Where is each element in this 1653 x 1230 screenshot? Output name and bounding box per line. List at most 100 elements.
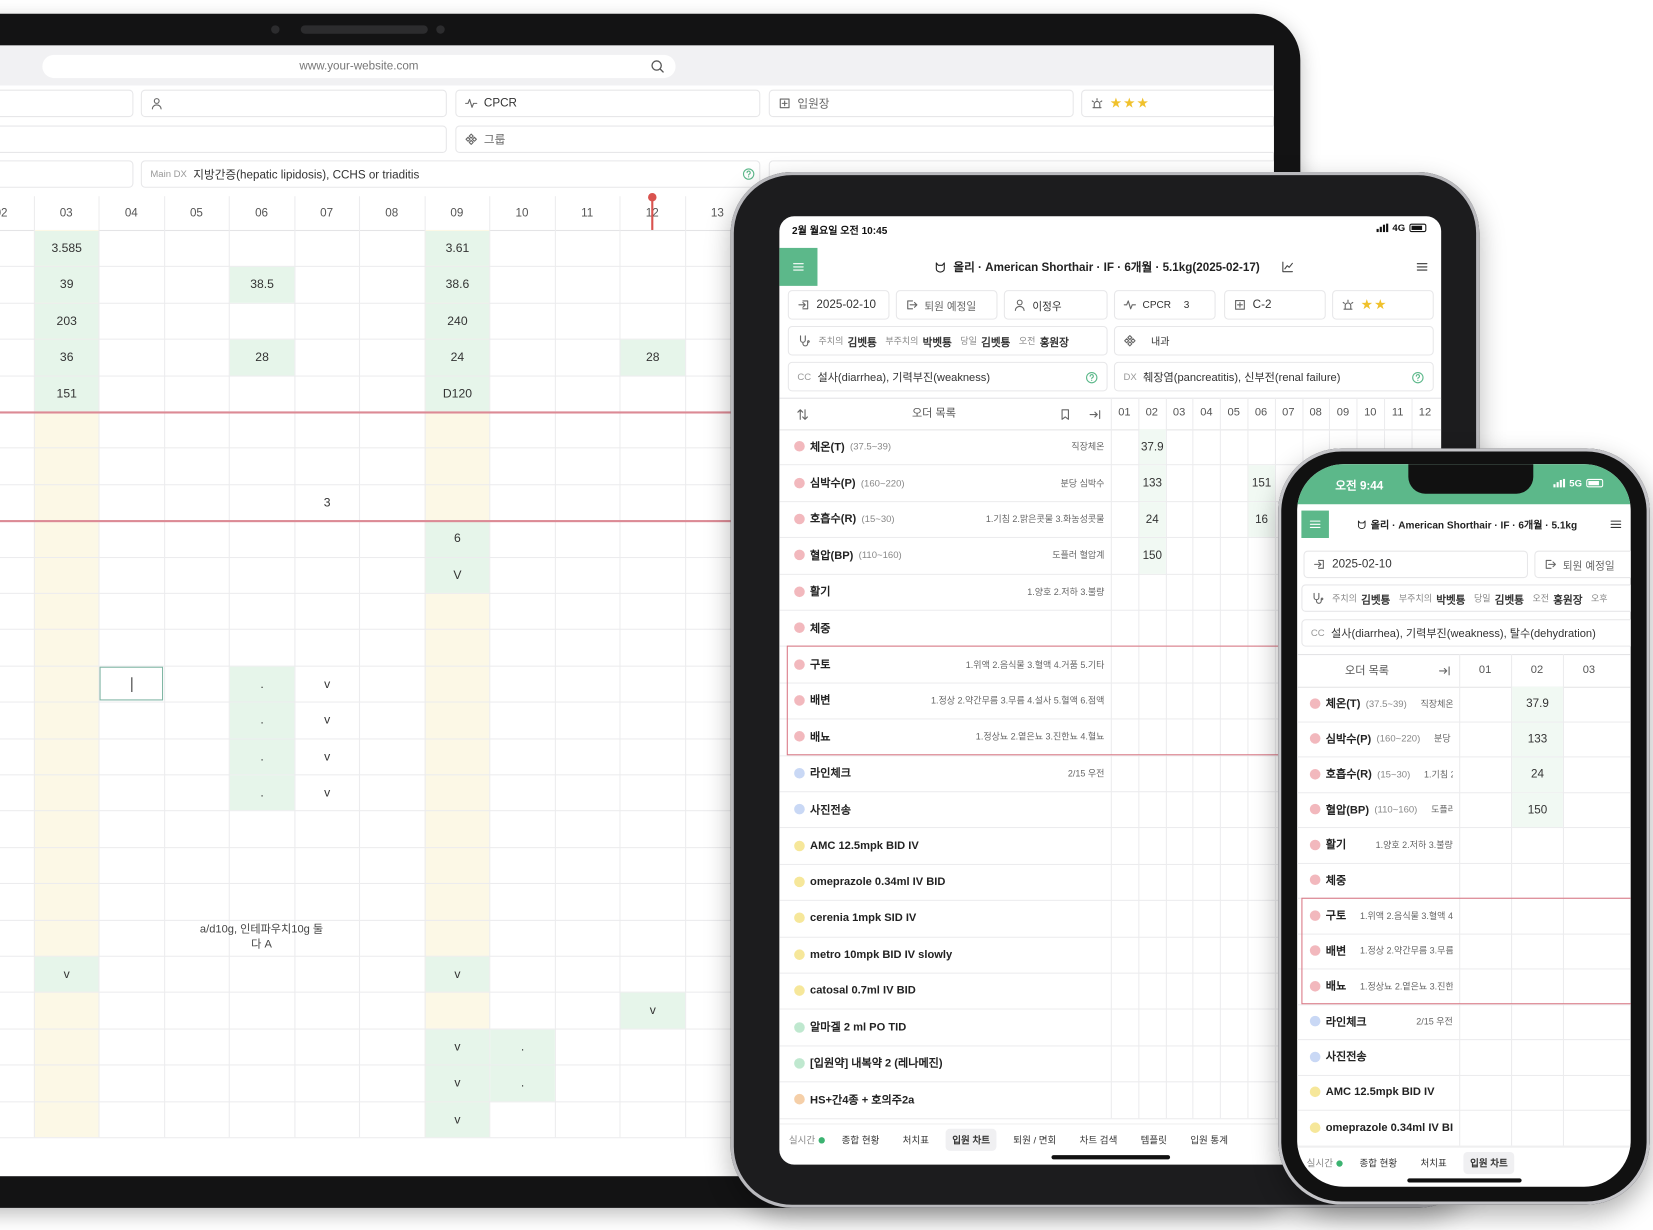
order-range: (15~30) [1377, 768, 1411, 780]
order-name: 호흡수(R) [810, 513, 857, 526]
cell: 24 [425, 339, 490, 376]
field-text: 퇴원 예정일 [1562, 560, 1615, 573]
nav-item[interactable]: 입원 통계 [1190, 1135, 1228, 1146]
row-line [0, 992, 1274, 994]
column-label: 03 [59, 206, 73, 220]
order-header: 오더 목록 [1297, 654, 1631, 688]
order-row: 심박수(P) (160~220) 분당 심박수 [779, 465, 1104, 501]
network: 4G [1392, 222, 1406, 234]
column-label: 13 [710, 206, 724, 220]
cell: v [324, 750, 331, 764]
signal-bar [1386, 223, 1389, 233]
cell: 24 [1139, 501, 1166, 538]
staff-name: 김벳툥 [1494, 594, 1524, 607]
icon-toend [1089, 409, 1101, 419]
signal-bar [1559, 479, 1562, 488]
field: 이정우 [1003, 290, 1108, 320]
field: 퇴원 예정일 [1534, 550, 1631, 579]
order-name: AMC 12.5mpk BID IV [1325, 1085, 1435, 1099]
menu-button[interactable] [1301, 510, 1329, 538]
grid-line [619, 196, 621, 1138]
field: CPCR [455, 89, 761, 118]
battery-level [1588, 481, 1599, 486]
field-text: Main DX [150, 168, 187, 180]
cell: 38.6 [425, 267, 490, 303]
icon-path [797, 408, 808, 420]
cell: 3 [323, 496, 331, 510]
row-line [0, 1064, 1274, 1066]
column-label: 08 [385, 206, 399, 220]
staff-name: 김벳툥 [847, 337, 877, 349]
order-row: 혈압(BP) (110~160) 도플러 혈압계 [1297, 792, 1453, 827]
order-name: 체온(T) [1325, 697, 1361, 711]
laptop-camera-bar [300, 25, 428, 34]
order-note: 1.정상뇨 2.옅은뇨 3.진한뇨 4.혈뇨 [1359, 980, 1453, 992]
time-marker [651, 196, 653, 230]
signal-bar [1553, 484, 1556, 488]
order-dot [794, 477, 805, 488]
column-label: 11 [581, 206, 594, 220]
icon-pulse [1123, 300, 1136, 310]
order-row: cerenia 1mpk SID IV [779, 900, 1104, 936]
order-row: 혈압(BP) (110~160) 도플러 혈압계 [779, 537, 1104, 573]
nav-item[interactable]: 템플릿 [1140, 1135, 1167, 1146]
cell: v [324, 786, 331, 800]
order-note: 직장체온 [1071, 441, 1105, 452]
order-name: 구토 [810, 658, 831, 671]
order-row: 라인체크 2/15 우전 [1297, 1004, 1453, 1039]
field-text: 2025-02-10 [816, 298, 877, 312]
column-label: 10 [515, 206, 529, 220]
order-dot [1309, 733, 1321, 744]
order-row: 호흡수(R) (15~30) 1.기침 2.맑은콧물 3.화농성콧물 [779, 501, 1104, 537]
nav-item[interactable]: 종합 현황 [841, 1135, 880, 1146]
staff-role: 오전 [1532, 592, 1550, 604]
nav-item[interactable]: 입원 차트 [1463, 1151, 1515, 1175]
patient-info: 올리 · American Shorthair · IF · 6개월 · 5.1… [1370, 520, 1578, 532]
nav-item[interactable]: 처치표 [1420, 1158, 1447, 1169]
row-line [0, 1100, 1274, 1102]
field: DX 췌장염(pancreatitis), 신부전(renal failure) [1113, 361, 1434, 392]
row-line [779, 791, 1442, 793]
grid-line [33, 196, 35, 1138]
order-dot [794, 912, 805, 924]
row-line [0, 338, 1274, 340]
row-line [779, 500, 1442, 502]
order-note: 도플러 혈압계 [1431, 804, 1453, 815]
nav-item[interactable]: 입원 차트 [945, 1128, 997, 1151]
row-line [0, 302, 1274, 304]
order-dot [794, 1021, 805, 1033]
cell: 37.9 [1139, 429, 1166, 465]
order-note: 1.양호 2.저하 3.불량 [1027, 586, 1105, 597]
order-title: 오더 목록 [1345, 664, 1390, 678]
field-text: 췌장염(pancreatitis), 신부전(renal failure) [1143, 370, 1341, 384]
order-dot [1309, 804, 1321, 815]
cell: 16 [1248, 501, 1275, 538]
patient-info: 올리 · American Shorthair · IF · 6개월 · 5.1… [953, 261, 1260, 275]
staff-role: 주치의 [1332, 592, 1357, 604]
order-name: 라인체크 [810, 767, 851, 780]
cell: v [620, 993, 685, 1029]
column-label: 11 [1391, 406, 1404, 419]
nav-item[interactable]: 차트 검색 [1079, 1135, 1118, 1146]
menu-button[interactable] [779, 247, 818, 286]
order-dot [1309, 839, 1321, 850]
column-label: 03 [1172, 406, 1186, 419]
nav-item[interactable]: 종합 현황 [1359, 1158, 1398, 1169]
text-cursor [131, 677, 133, 692]
order-name: 배변 [1325, 944, 1347, 958]
order-dot [794, 804, 805, 815]
order-note: 1.정상 2.약간무름 3.무름 4.설사 5.혈액 6.점액 [930, 695, 1105, 706]
cell: 150 [1139, 538, 1166, 574]
order-row: 체온(T) (37.5~39) 직장체온 [1297, 686, 1453, 721]
row-line [0, 701, 1274, 703]
field: 2025-02-10 [1303, 550, 1528, 579]
nav-item[interactable]: 처치표 [902, 1135, 929, 1146]
row-line [1297, 968, 1631, 970]
column-label: 01 [1478, 663, 1492, 677]
nav-item[interactable]: 퇴원 / 면회 [1013, 1135, 1057, 1146]
row-line [0, 375, 1274, 377]
battery-level [1411, 225, 1422, 230]
staff-role: 오전 [1018, 335, 1036, 347]
order-dot [1309, 1051, 1321, 1063]
row-line [0, 919, 1274, 921]
